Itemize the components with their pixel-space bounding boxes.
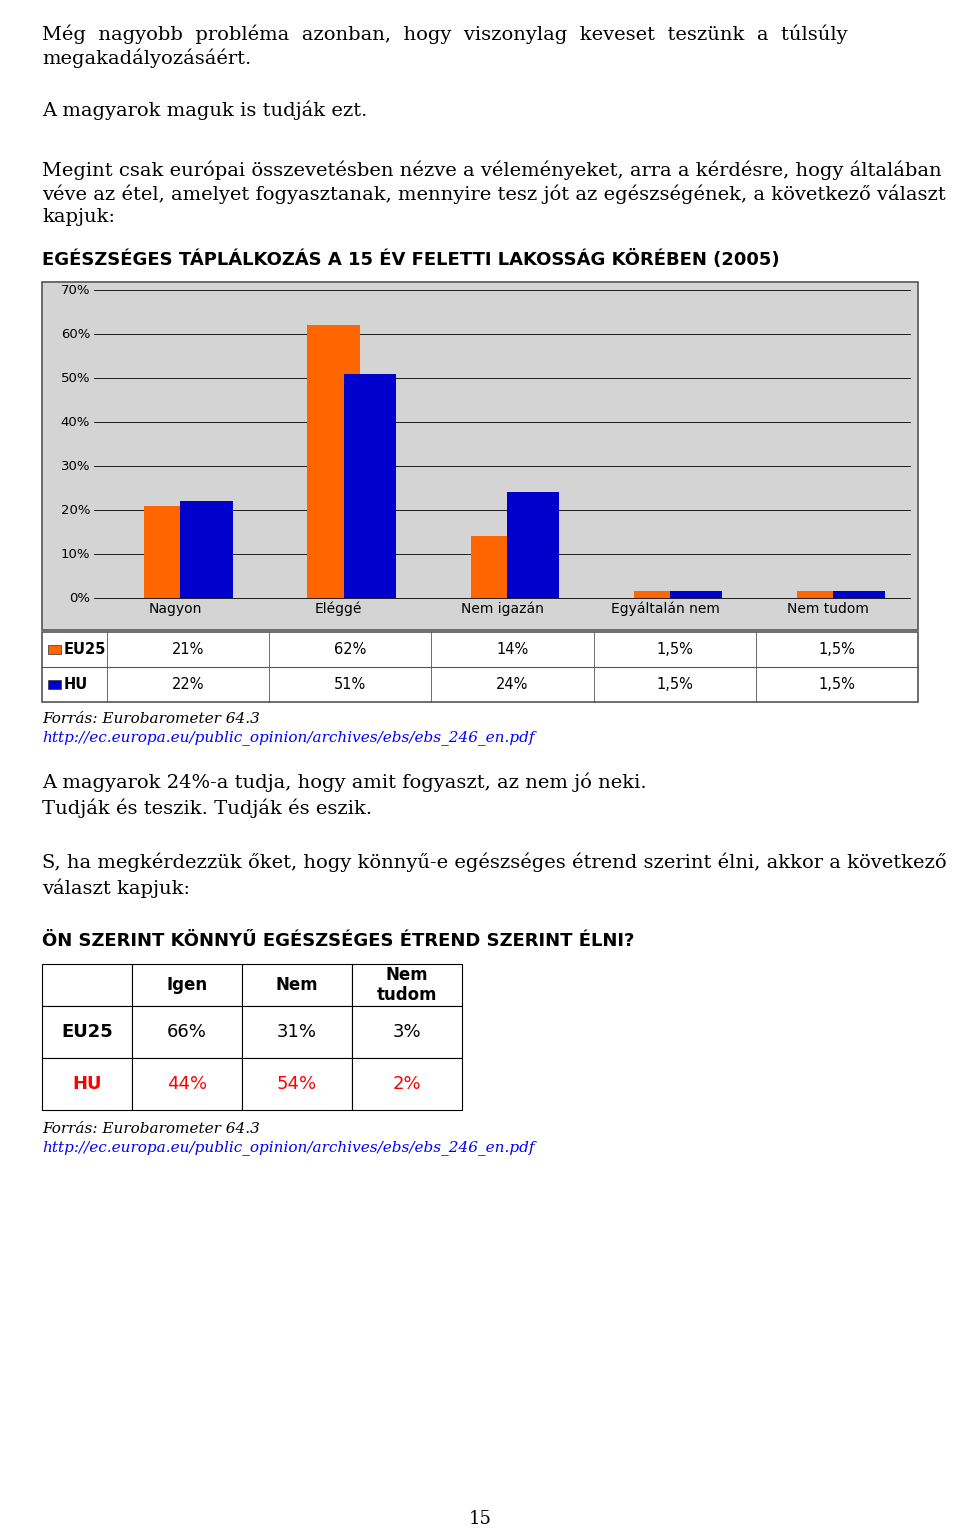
Text: 30%: 30% bbox=[60, 459, 90, 473]
Text: Nagyon: Nagyon bbox=[149, 602, 203, 616]
Bar bbox=[242, 1006, 352, 1058]
Text: Egyáltalán nem: Egyáltalán nem bbox=[611, 602, 720, 616]
Text: HU: HU bbox=[72, 1075, 102, 1094]
Text: Nem tudom: Nem tudom bbox=[787, 602, 870, 616]
Bar bbox=[352, 1006, 462, 1058]
Bar bbox=[48, 680, 61, 690]
Text: HU: HU bbox=[64, 677, 88, 693]
Text: EU25: EU25 bbox=[64, 642, 107, 657]
Text: A magyarok 24%-a tudja, hogy amit fogyaszt, az nem jó neki.: A magyarok 24%-a tudja, hogy amit fogyas… bbox=[42, 773, 647, 791]
Text: Nem: Nem bbox=[276, 975, 319, 994]
Text: 1,5%: 1,5% bbox=[657, 642, 693, 657]
Text: 51%: 51% bbox=[334, 677, 367, 693]
Text: 3%: 3% bbox=[393, 1023, 421, 1041]
Text: Tudják és teszik. Tudják és eszik.: Tudják és teszik. Tudják és eszik. bbox=[42, 799, 372, 817]
Bar bbox=[470, 536, 523, 598]
Bar bbox=[242, 1058, 352, 1111]
Text: 1,5%: 1,5% bbox=[819, 642, 855, 657]
Text: megakadályozásáért.: megakadályozásáért. bbox=[42, 49, 252, 69]
Text: 15: 15 bbox=[468, 1510, 492, 1528]
Text: 40%: 40% bbox=[60, 416, 90, 429]
Text: 1,5%: 1,5% bbox=[819, 677, 855, 693]
Text: 54%: 54% bbox=[276, 1075, 317, 1094]
Text: 2%: 2% bbox=[393, 1075, 421, 1094]
Text: 70%: 70% bbox=[60, 284, 90, 296]
Bar bbox=[344, 373, 396, 598]
Text: 62%: 62% bbox=[334, 642, 367, 657]
Text: Még  nagyobb  probléma  azonban,  hogy  viszonylag  keveset  teszünk  a  túlsúly: Még nagyobb probléma azonban, hogy viszo… bbox=[42, 25, 848, 45]
Text: 44%: 44% bbox=[167, 1075, 207, 1094]
Bar bbox=[132, 1006, 242, 1058]
Bar bbox=[670, 591, 722, 598]
Bar bbox=[48, 645, 61, 654]
Bar bbox=[42, 1006, 132, 1058]
Text: Nem
tudom: Nem tudom bbox=[376, 966, 437, 1005]
Bar bbox=[634, 591, 686, 598]
Text: Forrás: Eurobarometer 64.3: Forrás: Eurobarometer 64.3 bbox=[42, 1121, 260, 1137]
Text: 31%: 31% bbox=[277, 1023, 317, 1041]
Bar bbox=[42, 283, 918, 630]
Bar bbox=[144, 505, 197, 598]
Text: Eléggé: Eléggé bbox=[315, 602, 363, 616]
Text: Megint csak európai összevetésben nézve a véleményeket, arra a kérdésre, hogy ál: Megint csak európai összevetésben nézve … bbox=[42, 160, 942, 180]
Text: S, ha megkérdezzük őket, hogy könnyű-e egészséges étrend szerint élni, akkor a k: S, ha megkérdezzük őket, hogy könnyű-e e… bbox=[42, 852, 947, 871]
Text: kapjuk:: kapjuk: bbox=[42, 207, 115, 226]
Text: http://ec.europa.eu/public_opinion/archives/ebs/ebs_246_en.pdf: http://ec.europa.eu/public_opinion/archi… bbox=[42, 1140, 535, 1155]
Bar bbox=[180, 501, 232, 598]
Text: 1,5%: 1,5% bbox=[657, 677, 693, 693]
Text: 20%: 20% bbox=[60, 504, 90, 516]
Bar bbox=[132, 965, 242, 1006]
Text: 24%: 24% bbox=[496, 677, 529, 693]
Text: A magyarok maguk is tudják ezt.: A magyarok maguk is tudják ezt. bbox=[42, 100, 368, 120]
Bar bbox=[307, 326, 360, 598]
Bar bbox=[352, 1058, 462, 1111]
Bar bbox=[833, 591, 885, 598]
Text: EU25: EU25 bbox=[61, 1023, 113, 1041]
Text: 22%: 22% bbox=[172, 677, 204, 693]
Text: Nem igazán: Nem igazán bbox=[461, 602, 543, 616]
Text: 0%: 0% bbox=[69, 591, 90, 605]
Bar bbox=[132, 1058, 242, 1111]
Text: 21%: 21% bbox=[172, 642, 204, 657]
Text: Forrás: Eurobarometer 64.3: Forrás: Eurobarometer 64.3 bbox=[42, 713, 260, 727]
Text: 60%: 60% bbox=[60, 327, 90, 341]
Bar bbox=[42, 965, 132, 1006]
Bar bbox=[42, 1058, 132, 1111]
Bar bbox=[352, 965, 462, 1006]
Text: 50%: 50% bbox=[60, 372, 90, 384]
Text: véve az étel, amelyet fogyasztanak, mennyire tesz jót az egészségének, a követke: véve az étel, amelyet fogyasztanak, menn… bbox=[42, 184, 946, 203]
Bar bbox=[507, 493, 559, 598]
Text: választ kapjuk:: választ kapjuk: bbox=[42, 879, 190, 897]
Text: 66%: 66% bbox=[167, 1023, 207, 1041]
Text: 14%: 14% bbox=[496, 642, 529, 657]
Text: ÖN SZERINT KÖNNYŰ EGÉSZSÉGES ÉTREND SZERINT ÉLNI?: ÖN SZERINT KÖNNYŰ EGÉSZSÉGES ÉTREND SZER… bbox=[42, 932, 635, 949]
Bar bbox=[242, 965, 352, 1006]
Text: 10%: 10% bbox=[60, 547, 90, 561]
Bar bbox=[42, 631, 918, 702]
Text: EGÉSZSÉGES TÁPLÁLKOZÁS A 15 ÉV FELETTI LAKOSSÁG KÖRÉBEN (2005): EGÉSZSÉGES TÁPLÁLKOZÁS A 15 ÉV FELETTI L… bbox=[42, 250, 780, 269]
Bar bbox=[797, 591, 850, 598]
Text: Igen: Igen bbox=[166, 975, 207, 994]
Text: http://ec.europa.eu/public_opinion/archives/ebs/ebs_246_en.pdf: http://ec.europa.eu/public_opinion/archi… bbox=[42, 730, 535, 745]
